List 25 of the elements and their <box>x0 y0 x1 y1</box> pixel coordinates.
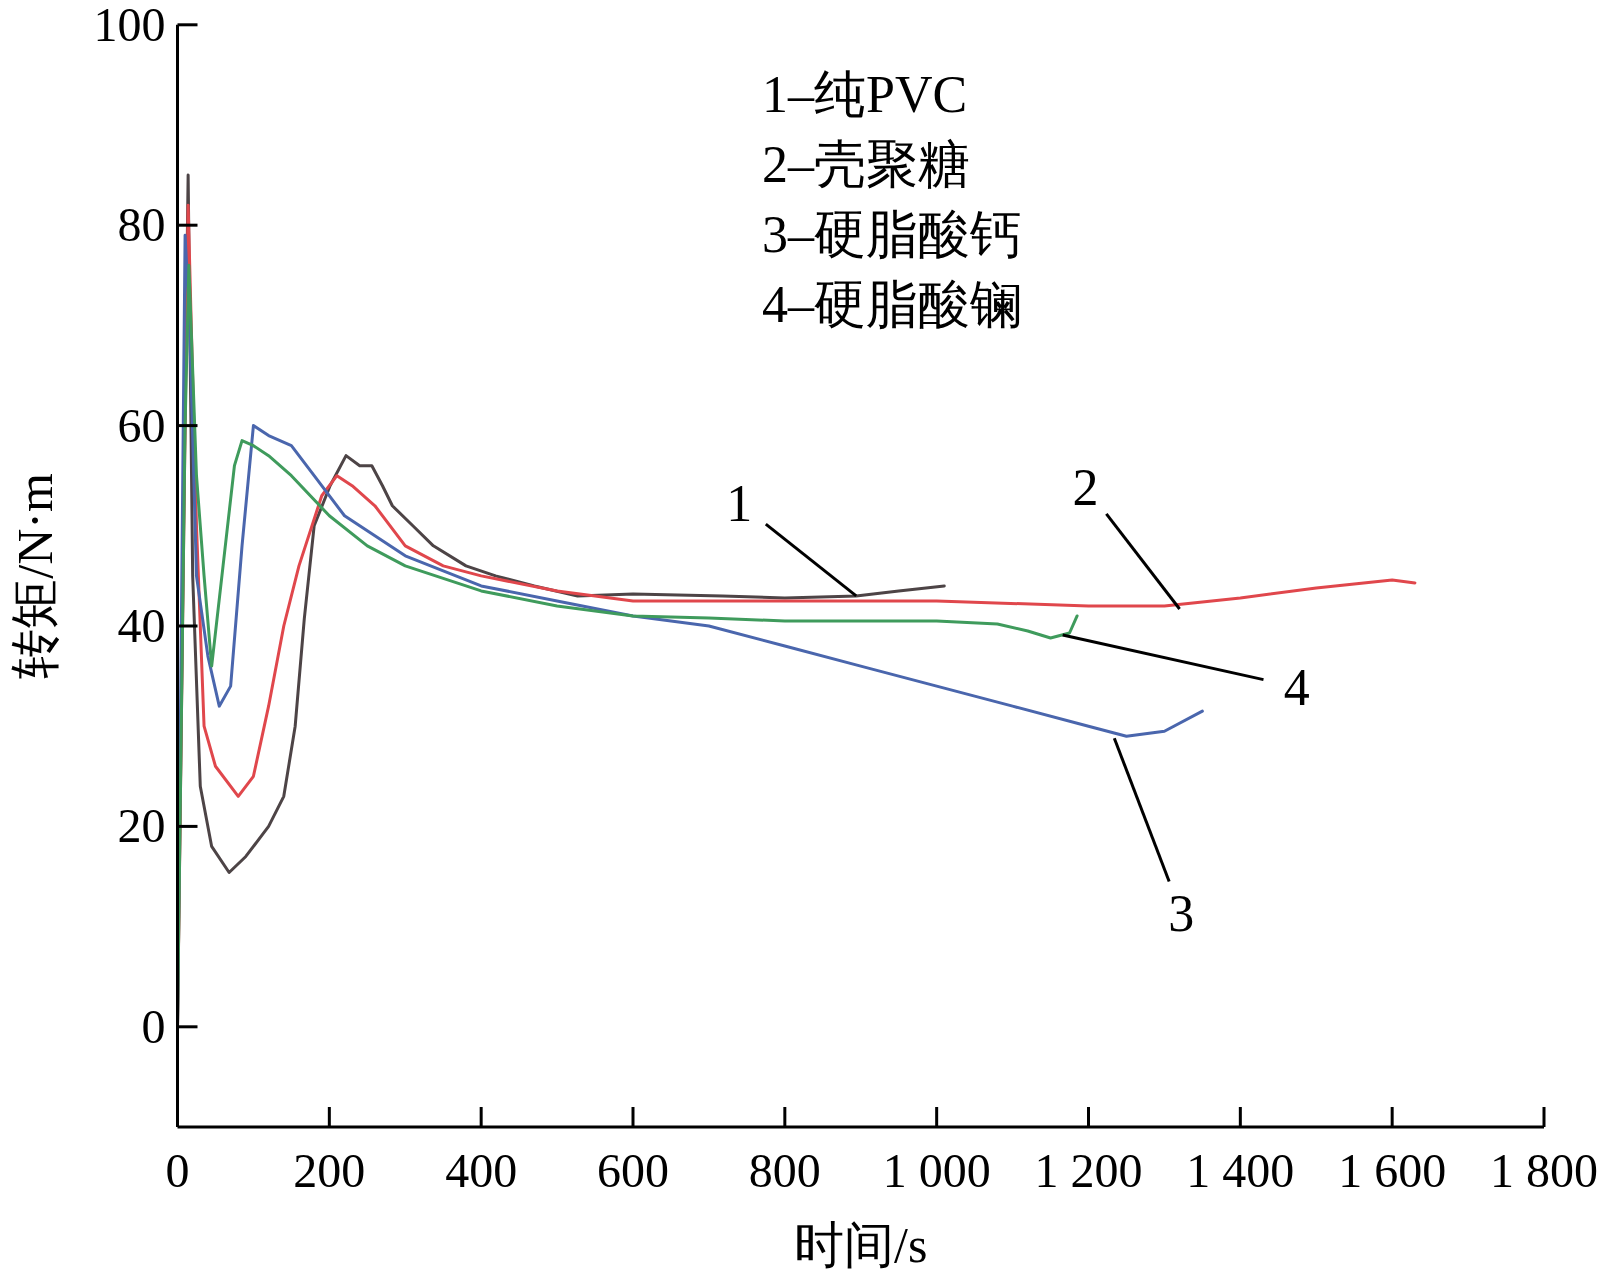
annotation: 2 <box>1072 458 1099 516</box>
annotation: 1–纯PVC <box>762 66 968 123</box>
x-tick-label: 1 200 <box>1034 1144 1143 1197</box>
x-tick-label: 800 <box>748 1144 821 1197</box>
annotation: 3–硬脂酸钙 <box>762 206 1022 263</box>
x-tick-label: 1 000 <box>882 1144 991 1197</box>
y-tick-label: 60 <box>117 398 166 452</box>
y-tick-label: 20 <box>117 799 166 853</box>
annotation: 1 <box>726 474 753 532</box>
x-tick-label: 1 400 <box>1186 1144 1295 1197</box>
annotation: 2–壳聚糖 <box>762 136 970 193</box>
y-tick-label: 100 <box>93 0 166 51</box>
annotation: 3 <box>1168 885 1195 943</box>
x-tick-label: 1 800 <box>1490 1144 1598 1197</box>
x-tick-label: 600 <box>597 1144 669 1197</box>
x-tick-label: 200 <box>293 1144 366 1197</box>
x-tick-label: 1 600 <box>1338 1144 1447 1197</box>
annotation: 4–硬脂酸镧 <box>762 276 1022 333</box>
y-axis-title: 转矩/N·m <box>7 473 63 679</box>
annotation: 4 <box>1283 659 1310 717</box>
y-tick-label: 0 <box>141 999 166 1053</box>
x-axis-title: 时间/s <box>794 1217 928 1273</box>
x-tick-label: 400 <box>445 1144 518 1197</box>
y-tick-label: 80 <box>117 198 166 252</box>
y-tick-label: 40 <box>117 599 166 652</box>
